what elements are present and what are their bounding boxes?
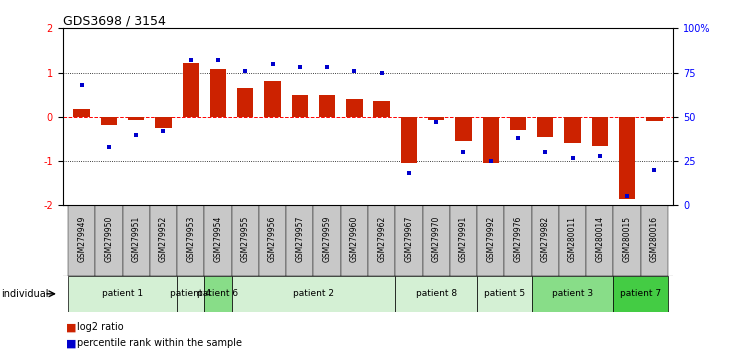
- Text: patient 7: patient 7: [620, 289, 661, 298]
- Text: GSM280015: GSM280015: [623, 216, 631, 262]
- Bar: [373, 101, 390, 117]
- Bar: [74, 109, 90, 117]
- Text: GSM279954: GSM279954: [213, 216, 222, 263]
- Bar: [314, 205, 341, 276]
- Bar: [128, 117, 144, 120]
- Bar: [264, 81, 280, 117]
- Bar: [68, 205, 95, 276]
- Bar: [559, 205, 586, 276]
- Text: GSM279951: GSM279951: [132, 216, 141, 262]
- Bar: [565, 117, 581, 143]
- Bar: [456, 117, 472, 141]
- Text: patient 1: patient 1: [102, 289, 143, 298]
- Text: GSM279967: GSM279967: [404, 216, 414, 263]
- Bar: [101, 117, 117, 125]
- Text: GSM279960: GSM279960: [350, 216, 359, 263]
- Bar: [586, 205, 613, 276]
- Text: GSM280011: GSM280011: [568, 216, 577, 262]
- Bar: [155, 117, 171, 128]
- Text: GSM279953: GSM279953: [186, 216, 195, 263]
- Text: patient 2: patient 2: [293, 289, 334, 298]
- Bar: [237, 88, 253, 117]
- Bar: [341, 205, 368, 276]
- Bar: [68, 276, 177, 312]
- Bar: [422, 205, 450, 276]
- Text: GSM279976: GSM279976: [514, 216, 523, 263]
- Bar: [286, 205, 314, 276]
- Bar: [368, 205, 395, 276]
- Text: GSM279950: GSM279950: [105, 216, 113, 263]
- Bar: [400, 117, 417, 163]
- Text: ■: ■: [66, 322, 77, 332]
- Text: GSM279991: GSM279991: [459, 216, 468, 262]
- Text: patient 8: patient 8: [416, 289, 457, 298]
- Bar: [210, 69, 226, 117]
- Bar: [537, 117, 553, 137]
- Text: GSM279982: GSM279982: [541, 216, 550, 262]
- Text: GSM280014: GSM280014: [595, 216, 604, 262]
- Bar: [205, 205, 232, 276]
- Text: patient 3: patient 3: [552, 289, 593, 298]
- Bar: [531, 205, 559, 276]
- Text: log2 ratio: log2 ratio: [77, 322, 124, 332]
- Bar: [641, 205, 668, 276]
- Text: patient 6: patient 6: [197, 289, 238, 298]
- Bar: [395, 205, 422, 276]
- Bar: [177, 276, 205, 312]
- Text: GSM279956: GSM279956: [268, 216, 277, 263]
- Text: patient 4: patient 4: [170, 289, 211, 298]
- Text: GSM280016: GSM280016: [650, 216, 659, 262]
- Bar: [123, 205, 150, 276]
- Bar: [619, 117, 635, 199]
- Bar: [150, 205, 177, 276]
- Bar: [450, 205, 477, 276]
- Bar: [477, 205, 504, 276]
- Bar: [395, 276, 477, 312]
- Bar: [483, 117, 499, 163]
- Text: GSM279949: GSM279949: [77, 216, 86, 263]
- Text: GSM279959: GSM279959: [322, 216, 332, 263]
- Bar: [477, 276, 531, 312]
- Text: ■: ■: [66, 338, 77, 348]
- Bar: [177, 205, 205, 276]
- Bar: [428, 117, 445, 120]
- Bar: [95, 205, 123, 276]
- Bar: [510, 117, 526, 130]
- Bar: [592, 117, 608, 145]
- Bar: [291, 95, 308, 117]
- Bar: [613, 276, 668, 312]
- Bar: [232, 276, 395, 312]
- Bar: [504, 205, 531, 276]
- Text: GSM279957: GSM279957: [295, 216, 304, 263]
- Text: GSM279970: GSM279970: [432, 216, 441, 263]
- Bar: [319, 95, 336, 117]
- Text: patient 5: patient 5: [484, 289, 525, 298]
- Text: GSM279955: GSM279955: [241, 216, 250, 263]
- Bar: [531, 276, 613, 312]
- Bar: [646, 117, 662, 121]
- Text: GSM279992: GSM279992: [486, 216, 495, 262]
- Bar: [259, 205, 286, 276]
- Text: GSM279962: GSM279962: [377, 216, 386, 262]
- Bar: [183, 63, 199, 117]
- Bar: [232, 205, 259, 276]
- Bar: [613, 205, 641, 276]
- Bar: [205, 276, 232, 312]
- Text: GDS3698 / 3154: GDS3698 / 3154: [63, 14, 166, 27]
- Bar: [346, 99, 363, 117]
- Text: percentile rank within the sample: percentile rank within the sample: [77, 338, 242, 348]
- Text: GSM279952: GSM279952: [159, 216, 168, 262]
- Text: individual: individual: [1, 289, 49, 299]
